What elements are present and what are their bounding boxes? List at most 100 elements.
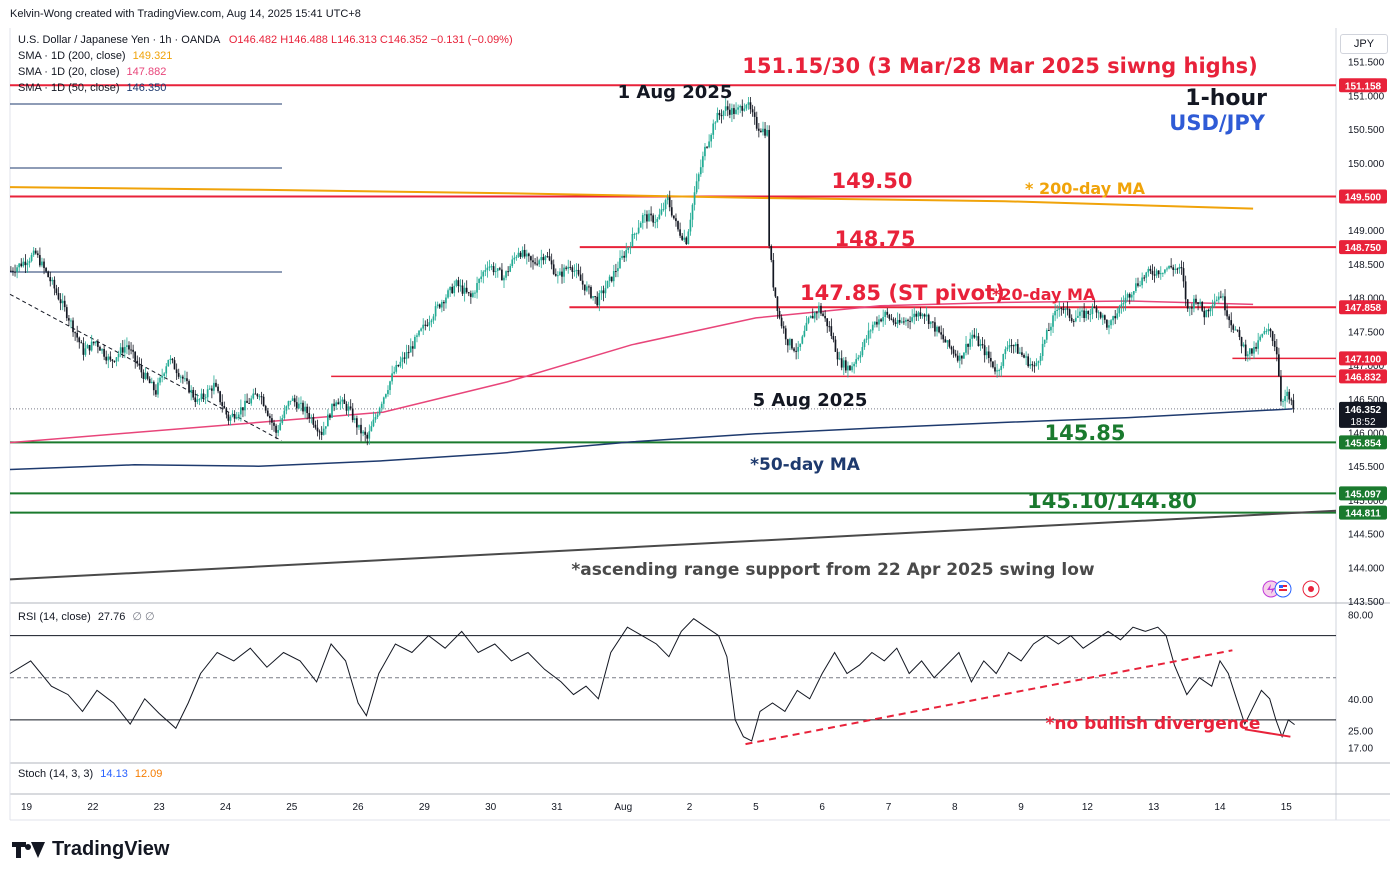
candle xyxy=(155,384,157,398)
candle xyxy=(627,246,630,254)
sma50-line[interactable] xyxy=(9,408,1293,471)
candle xyxy=(318,429,321,440)
candle xyxy=(420,327,422,332)
candle-body xyxy=(306,406,308,414)
flag-icon[interactable] xyxy=(1274,580,1292,598)
sma20-legend[interactable]: SMA · 1D (20, close) 147.882 xyxy=(18,66,166,78)
candle-body xyxy=(391,373,393,382)
price-tag-r5[interactable]: 147.100 xyxy=(1339,351,1387,366)
candle-body xyxy=(801,336,804,344)
candle-body xyxy=(652,215,654,223)
candle-body xyxy=(51,279,54,282)
candle xyxy=(633,232,636,239)
price-tag-s1[interactable]: 145.854 xyxy=(1339,435,1387,450)
candle xyxy=(699,159,702,177)
tradingview-brand[interactable]: TradingView xyxy=(12,838,169,861)
price-tag-text: 146.352 xyxy=(1345,405,1382,416)
candle xyxy=(1161,272,1164,277)
ascending-range-support-line[interactable] xyxy=(9,509,1337,581)
rsi-divergence-line[interactable] xyxy=(1244,728,1291,738)
sma200-legend-value: 149.321 xyxy=(132,50,173,62)
candle xyxy=(621,249,623,260)
price-tag-r6[interactable]: 146.832 xyxy=(1339,369,1387,384)
candle-body xyxy=(1050,326,1052,331)
candle-body xyxy=(799,343,802,347)
candle-body xyxy=(753,112,756,117)
candle xyxy=(101,348,103,354)
candle xyxy=(10,266,12,272)
candle xyxy=(385,393,387,399)
candle xyxy=(498,266,501,271)
descending-trendline[interactable] xyxy=(9,293,282,442)
candle xyxy=(285,405,288,415)
candle xyxy=(1242,342,1245,348)
candle xyxy=(664,198,667,217)
candle xyxy=(803,325,806,338)
candle xyxy=(1126,292,1129,302)
candle xyxy=(1205,309,1208,318)
rsi-line[interactable] xyxy=(9,618,1295,742)
sma50-legend[interactable]: SMA · 1D (50, close) 146.350 xyxy=(18,82,166,94)
main-pane[interactable] xyxy=(10,28,1336,601)
candle-body xyxy=(322,428,325,435)
candle-body xyxy=(969,338,971,347)
candle xyxy=(685,236,688,246)
stoch-legend[interactable]: Stoch (14, 3, 3) 14.13 12.09 xyxy=(18,768,162,780)
price-tag-r4[interactable]: 147.858 xyxy=(1339,300,1387,315)
sma200-legend[interactable]: SMA · 1D (200, close) 149.321 xyxy=(18,50,172,62)
candle-body xyxy=(1226,310,1228,317)
candle xyxy=(637,219,640,235)
candle-body xyxy=(797,346,800,352)
candle xyxy=(20,258,23,268)
candle-body xyxy=(776,296,779,311)
candle xyxy=(1012,344,1015,354)
candle-body xyxy=(608,276,611,281)
candle-body xyxy=(888,314,891,319)
candle-body xyxy=(1151,270,1154,275)
price-tag-s2[interactable]: 145.097 xyxy=(1339,486,1387,501)
candle xyxy=(942,328,945,343)
candle-body xyxy=(809,315,812,319)
candle xyxy=(1292,393,1295,413)
candle-body xyxy=(159,377,161,383)
candle-body xyxy=(235,416,238,419)
candle-body xyxy=(163,373,166,376)
symbol-name[interactable]: U.S. Dollar / Japanese Yen · 1h · OANDA xyxy=(18,34,220,46)
rsi-legend[interactable]: RSI (14, close) 27.76 ∅ ∅ xyxy=(18,610,155,623)
price-tag-r3[interactable]: 148.750 xyxy=(1339,240,1387,255)
price-tag-r2[interactable]: 149.500 xyxy=(1339,189,1387,204)
rsi-trendline[interactable] xyxy=(745,649,1233,746)
candle-body xyxy=(1070,317,1073,322)
candle-body xyxy=(571,267,574,272)
candle xyxy=(513,252,516,264)
candle xyxy=(936,325,938,337)
candle-body xyxy=(1288,391,1291,400)
candle xyxy=(242,407,244,418)
price-tick-label: 145.500 xyxy=(1348,462,1385,473)
candle-body xyxy=(343,399,346,404)
price-tag-text: 149.500 xyxy=(1345,193,1382,204)
candle-body xyxy=(594,296,596,298)
candle xyxy=(1159,266,1162,280)
candle xyxy=(722,110,725,120)
candle xyxy=(1201,301,1204,313)
target-icon[interactable] xyxy=(1302,580,1320,598)
candle-body xyxy=(708,141,710,148)
symbol-line[interactable]: U.S. Dollar / Japanese Yen · 1h · OANDA … xyxy=(18,34,513,46)
price-tag-s3[interactable]: 144.811 xyxy=(1339,505,1387,520)
sma20-line[interactable] xyxy=(9,300,1254,444)
candle xyxy=(1172,264,1175,277)
candle-body xyxy=(146,372,149,379)
candle xyxy=(347,401,350,417)
time-tick-label: 23 xyxy=(154,802,166,813)
price-tag-r1[interactable]: 151.158 xyxy=(1339,78,1387,93)
sma200-line[interactable] xyxy=(9,186,1254,210)
currency-button[interactable]: JPY xyxy=(1340,34,1388,54)
candle xyxy=(559,268,561,276)
candle-body xyxy=(422,324,425,329)
candle xyxy=(157,377,159,398)
candle-body xyxy=(186,378,188,382)
candle xyxy=(1045,328,1048,344)
